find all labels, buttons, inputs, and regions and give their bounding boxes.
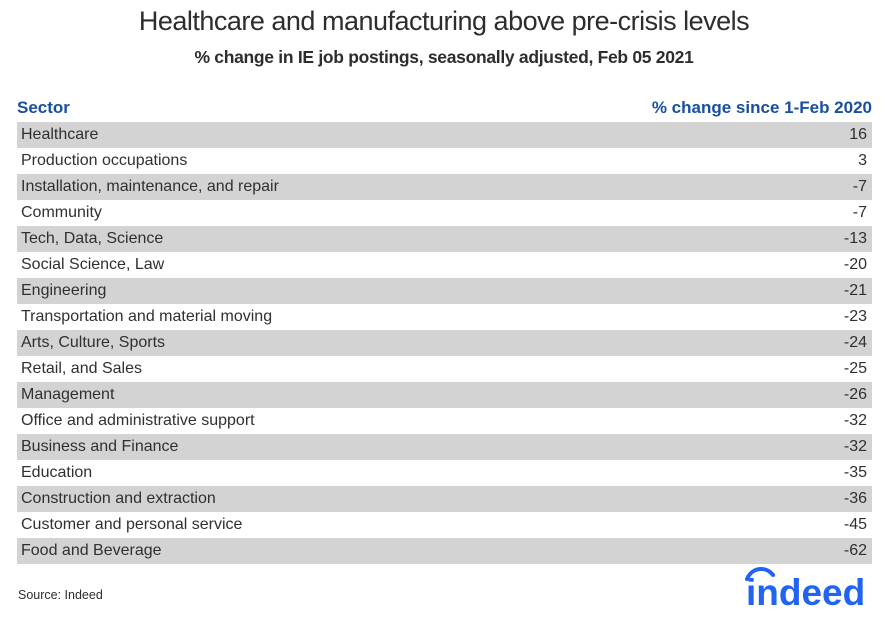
table-row: Construction and extraction -36 (17, 486, 872, 512)
table-row: Installation, maintenance, and repair -7 (17, 174, 872, 200)
row-value: -36 (843, 490, 867, 507)
row-sector: Installation, maintenance, and repair (21, 178, 279, 195)
page-subtitle: % change in IE job postings, seasonally … (194, 47, 694, 67)
table-row: Social Science, Law -20 (17, 252, 872, 278)
row-value: -23 (843, 308, 867, 325)
table-row: Tech, Data, Science -13 (17, 226, 872, 252)
row-sector: Production occupations (21, 152, 188, 169)
row-value: -25 (843, 360, 867, 377)
indeed-logo: indeed (745, 565, 873, 613)
indeed-swoosh-icon (745, 567, 775, 581)
row-sector: Community (21, 204, 102, 221)
indeed-logo-text: indeed (746, 572, 865, 611)
page-title: Healthcare and manufacturing above pre-c… (138, 6, 750, 36)
table-row: Office and administrative support -32 (17, 408, 872, 434)
table-row: Management -26 (17, 382, 872, 408)
table-row: Education -35 (17, 460, 872, 486)
row-sector: Healthcare (21, 126, 99, 143)
row-value: -13 (843, 230, 867, 247)
table-row: Healthcare 16 (17, 122, 872, 148)
row-sector: Office and administrative support (21, 412, 255, 429)
row-sector: Construction and extraction (21, 490, 216, 507)
row-value: -32 (843, 438, 867, 455)
column-header-change: % change since 1-Feb 2020 (651, 98, 872, 117)
table-row: Retail, and Sales -25 (17, 356, 872, 382)
table-row: Transportation and material moving -23 (17, 304, 872, 330)
table-rows: Healthcare 16 Production occupations 3 I… (17, 122, 872, 564)
row-value: 3 (858, 152, 867, 169)
table-row: Business and Finance -32 (17, 434, 872, 460)
table-row: Production occupations 3 (17, 148, 872, 174)
row-value: -26 (843, 386, 867, 403)
row-sector: Social Science, Law (21, 256, 165, 273)
row-value: -21 (843, 282, 867, 299)
row-sector: Business and Finance (21, 438, 179, 455)
row-sector: Retail, and Sales (21, 360, 142, 377)
row-value: -20 (843, 256, 867, 273)
source-label: Source: Indeed (18, 588, 103, 602)
row-value: -7 (852, 204, 867, 221)
row-sector: Arts, Culture, Sports (21, 334, 166, 351)
table-row: Arts, Culture, Sports -24 (17, 330, 872, 356)
row-value: -24 (843, 334, 867, 351)
table-row: Community -7 (17, 200, 872, 226)
row-sector: Management (21, 386, 115, 403)
row-sector: Education (21, 464, 93, 481)
row-value: -62 (843, 542, 867, 559)
row-sector: Food and Beverage (21, 542, 162, 559)
row-value: -7 (852, 178, 867, 195)
row-sector: Engineering (21, 282, 107, 299)
row-sector: Customer and personal service (21, 516, 243, 533)
row-sector: Transportation and material moving (21, 308, 273, 325)
table-row: Engineering -21 (17, 278, 872, 304)
row-value: -35 (843, 464, 867, 481)
column-header-sector: Sector (17, 98, 70, 117)
row-value: 16 (849, 126, 867, 143)
table-row: Food and Beverage -62 (17, 538, 872, 564)
indeed-logo-graphic: indeed (745, 567, 865, 613)
table-row: Customer and personal service -45 (17, 512, 872, 538)
row-sector: Tech, Data, Science (21, 230, 164, 247)
row-value: -32 (843, 412, 867, 429)
row-value: -45 (843, 516, 867, 533)
table-header: Sector % change since 1-Feb 2020 (17, 98, 872, 118)
